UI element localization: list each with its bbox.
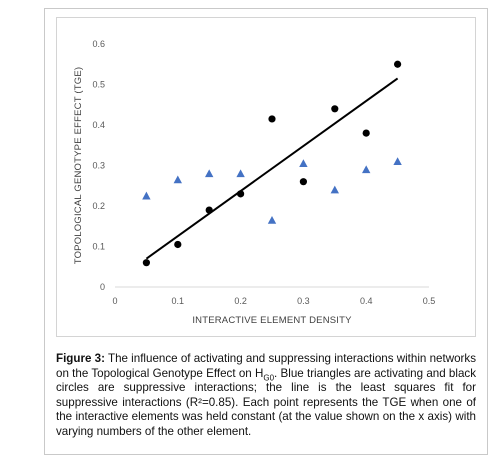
x-tick-label: 0.1 (172, 296, 185, 306)
y-tick-label: 0.5 (92, 80, 105, 90)
y-axis-label: TOPOLOGICAL GENOTYPE EFFECT (TGE) (73, 67, 84, 265)
least-squares-trendline (145, 77, 399, 260)
caption-subscript: G0 (263, 372, 275, 382)
trendline-group (145, 77, 399, 260)
y-tick-label: 0.3 (92, 161, 105, 171)
caption-label: Figure 3: (56, 352, 105, 365)
x-tick-label: 0.2 (234, 296, 247, 306)
suppressive-circle-point (205, 206, 213, 214)
y-tick-label: 0 (100, 282, 105, 292)
suppressive-circle-point (237, 190, 245, 198)
activating-triangle-point (362, 165, 371, 174)
x-tick-label: 0.5 (423, 296, 436, 306)
activating-triangle-point (299, 159, 308, 168)
y-tick-label: 0.4 (92, 120, 105, 130)
x-tick-label: 0 (112, 296, 117, 306)
suppressive-circle-point (394, 60, 402, 68)
x-tick-label: 0.4 (360, 296, 373, 306)
caption-text-part1: The influence of activating and suppress… (56, 352, 476, 380)
activating-triangle-point (330, 185, 339, 194)
x-axis-label: INTERACTIVE ELEMENT DENSITY (192, 315, 352, 326)
y-tick-label: 0.1 (92, 242, 105, 252)
suppressive-circle-point (268, 115, 276, 123)
activating-triangle-point (393, 157, 402, 166)
y-tick-label: 0.2 (92, 201, 105, 211)
y-tick-labels: 0 0.1 0.2 0.3 0.4 0.5 0.6 (92, 39, 105, 292)
activating-triangle-point (142, 191, 151, 200)
suppressive-circle-point (299, 178, 307, 186)
activating-triangle-point (267, 215, 277, 224)
y-tick-label: 0.6 (92, 39, 105, 49)
caption-text-part2: . Blue triangles are activating and blac… (56, 366, 476, 438)
figure-caption: Figure 3: The influence of activating an… (56, 352, 476, 440)
suppressive-circle-point (174, 240, 182, 249)
activating-triangle-point (173, 175, 182, 184)
suppressive-circle-point (362, 129, 370, 137)
data-points-group (142, 60, 402, 267)
activating-triangle-point (236, 169, 245, 178)
suppressive-circle-point (142, 259, 150, 267)
suppressive-circle-point (331, 105, 339, 113)
x-tick-labels: 0 0.1 0.2 0.3 0.4 0.5 (112, 296, 435, 306)
scatter-chart: 0 0.1 0.2 0.3 0.4 0.5 0.6 0 0.1 0.2 0.3 0.4 0.5 TOP… (73, 39, 435, 326)
chart-container: 0 0.1 0.2 0.3 0.4 0.5 0.6 0 0.1 0.2 0.3 0.4 0.5 TOP… (56, 17, 476, 337)
activating-triangle-point (205, 169, 214, 178)
x-tick-label: 0.3 (297, 296, 310, 306)
